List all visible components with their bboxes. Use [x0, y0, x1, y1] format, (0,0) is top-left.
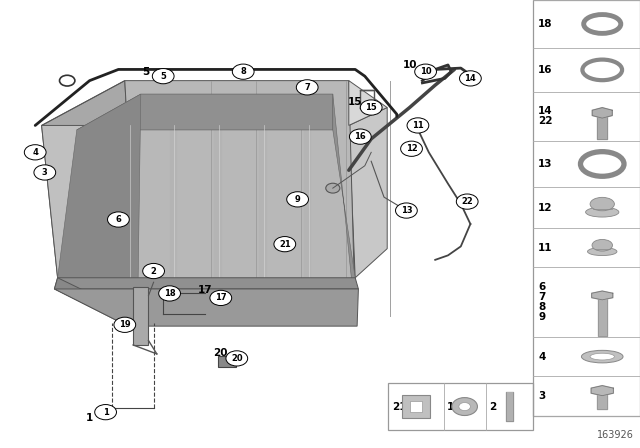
Ellipse shape	[452, 398, 477, 416]
Text: 1: 1	[102, 408, 109, 417]
Bar	[388, 383, 533, 430]
Text: 12: 12	[406, 144, 417, 153]
Bar	[133, 287, 148, 345]
Ellipse shape	[590, 353, 614, 360]
Text: 17: 17	[215, 293, 227, 302]
Circle shape	[24, 145, 46, 160]
Text: 3: 3	[538, 391, 545, 401]
Circle shape	[60, 75, 75, 86]
Circle shape	[274, 237, 296, 252]
Polygon shape	[349, 108, 387, 278]
Bar	[402, 396, 430, 418]
Polygon shape	[591, 386, 613, 396]
Text: 7: 7	[305, 83, 310, 92]
Circle shape	[143, 263, 164, 279]
Text: 5: 5	[160, 72, 166, 81]
Text: 18: 18	[164, 289, 175, 298]
Circle shape	[460, 71, 481, 86]
Text: 163926: 163926	[596, 430, 634, 440]
Polygon shape	[349, 81, 387, 125]
Ellipse shape	[586, 207, 619, 217]
Text: 10: 10	[403, 60, 417, 70]
Polygon shape	[592, 108, 612, 118]
Text: 9: 9	[295, 195, 300, 204]
Circle shape	[296, 80, 318, 95]
Polygon shape	[54, 278, 358, 289]
Text: 13: 13	[538, 159, 553, 169]
Text: 12: 12	[538, 202, 553, 213]
Circle shape	[159, 286, 180, 301]
Text: 15: 15	[365, 103, 377, 112]
Text: 17: 17	[198, 285, 212, 295]
Text: 14
22: 14 22	[538, 107, 553, 126]
Circle shape	[95, 405, 116, 420]
Polygon shape	[54, 278, 134, 326]
Ellipse shape	[326, 183, 340, 193]
Circle shape	[396, 203, 417, 218]
Text: 14: 14	[465, 74, 476, 83]
Text: 19: 19	[119, 320, 131, 329]
Circle shape	[415, 64, 436, 79]
Circle shape	[108, 212, 129, 227]
Text: 4: 4	[32, 148, 38, 157]
Text: 1: 1	[86, 413, 93, 422]
Text: 11: 11	[412, 121, 424, 130]
Bar	[410, 401, 422, 412]
Bar	[218, 356, 236, 367]
Text: 21: 21	[279, 240, 291, 249]
Circle shape	[152, 69, 174, 84]
Circle shape	[407, 118, 429, 133]
Polygon shape	[58, 94, 141, 316]
Ellipse shape	[582, 350, 623, 363]
Text: 6: 6	[115, 215, 122, 224]
Polygon shape	[42, 81, 125, 125]
Text: 16: 16	[538, 65, 553, 75]
Text: 2: 2	[490, 401, 497, 412]
Text: 4: 4	[538, 352, 546, 362]
Text: 22: 22	[461, 197, 473, 206]
Circle shape	[287, 192, 308, 207]
Circle shape	[226, 351, 248, 366]
Polygon shape	[125, 81, 355, 316]
Ellipse shape	[590, 198, 614, 211]
Bar	[533, 0, 640, 416]
Polygon shape	[592, 291, 612, 300]
Ellipse shape	[592, 239, 612, 251]
Text: 2: 2	[150, 267, 157, 276]
Text: 11: 11	[538, 243, 553, 253]
Polygon shape	[333, 94, 355, 316]
Circle shape	[360, 100, 382, 115]
Circle shape	[232, 64, 254, 79]
Text: 6
7
8
9: 6 7 8 9	[538, 282, 546, 322]
Text: 5: 5	[142, 67, 150, 77]
Ellipse shape	[588, 247, 617, 255]
Text: 20: 20	[214, 348, 228, 358]
Polygon shape	[77, 94, 333, 130]
Text: 19: 19	[447, 401, 461, 412]
Text: 15: 15	[348, 97, 362, 107]
Circle shape	[401, 141, 422, 156]
Text: 18: 18	[538, 19, 553, 29]
Polygon shape	[54, 289, 358, 326]
Text: 10: 10	[420, 67, 431, 76]
Circle shape	[114, 317, 136, 332]
Text: 21: 21	[392, 401, 406, 412]
Polygon shape	[42, 81, 138, 316]
Circle shape	[34, 165, 56, 180]
Circle shape	[349, 129, 371, 144]
Text: 3: 3	[42, 168, 47, 177]
Circle shape	[210, 290, 232, 306]
Text: 20: 20	[231, 354, 243, 363]
Circle shape	[456, 194, 478, 209]
Ellipse shape	[459, 403, 470, 410]
Polygon shape	[42, 125, 355, 278]
Text: 16: 16	[355, 132, 366, 141]
Text: 8: 8	[241, 67, 246, 76]
Text: 13: 13	[401, 206, 412, 215]
